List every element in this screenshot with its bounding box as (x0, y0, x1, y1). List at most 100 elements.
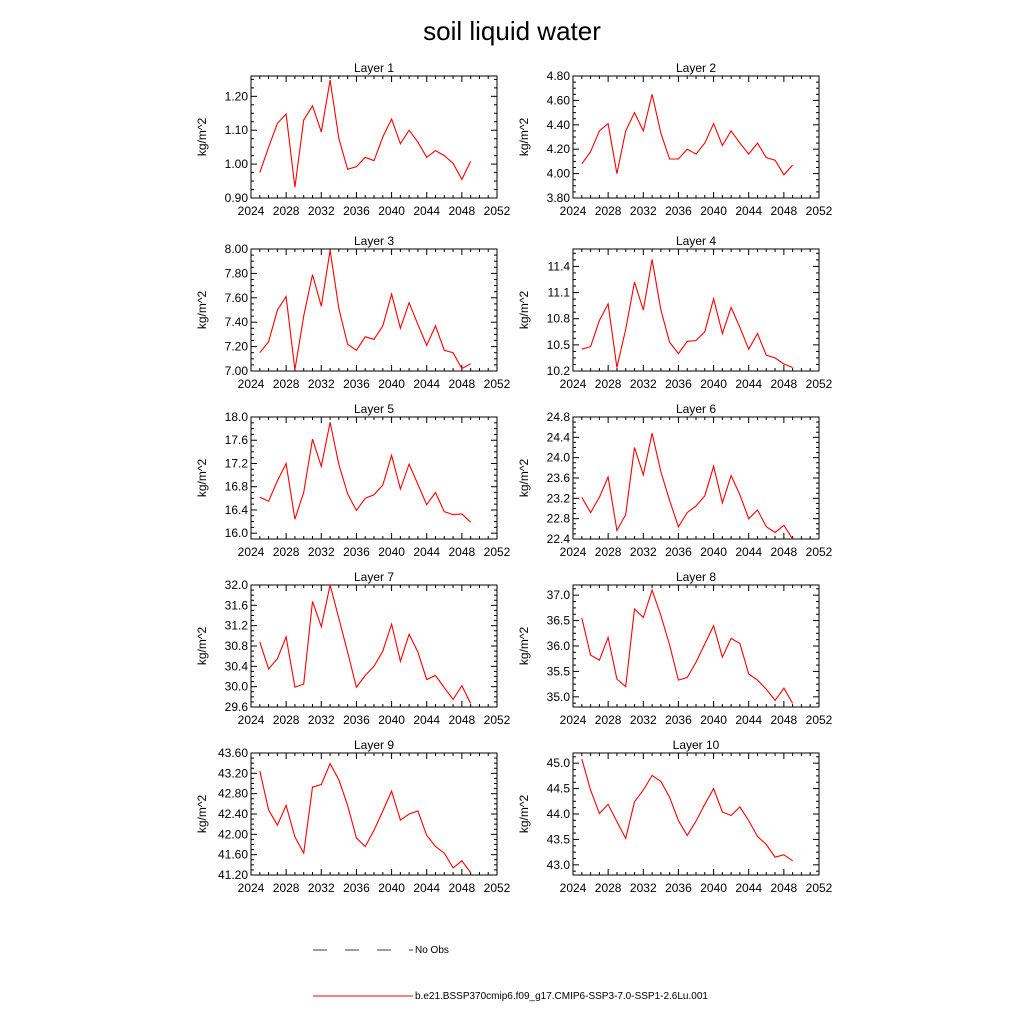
x-tick-label: 2052 (484, 713, 511, 727)
y-tick-label: 35.0 (547, 690, 571, 704)
y-tick-label: 1.20 (225, 89, 249, 103)
x-tick-label: 2052 (806, 881, 833, 895)
panel-9: Layer 9 2024 2028 2032 2036 2040 2044 2048 2052 4… (195, 738, 511, 895)
y-tick-label: 30.8 (225, 639, 249, 653)
x-tick-label: 2036 (665, 881, 692, 895)
x-tick-label: 2044 (413, 881, 440, 895)
series-line (581, 588, 794, 704)
series-line (259, 584, 472, 704)
y-tick-label: 44.5 (547, 782, 571, 796)
figure-title: soil liquid water (423, 16, 601, 46)
x-tick-label: 2044 (735, 377, 762, 391)
x-tick-label: 2032 (308, 713, 335, 727)
x-tick-label: 2052 (806, 713, 833, 727)
x-tick-label: 2048 (771, 377, 798, 391)
panel-title: Layer 10 (673, 738, 720, 752)
y-tick-label: 4.40 (547, 118, 571, 132)
panel-title: Layer 7 (354, 570, 394, 584)
y-axis-label: kg/m^2 (517, 627, 531, 666)
y-tick-label: 23.6 (547, 471, 571, 485)
x-tick-label: 2048 (449, 713, 476, 727)
y-tick-label: 4.20 (547, 142, 571, 156)
x-tick-label: 2024 (560, 377, 587, 391)
legend-obs-label: No Obs (415, 945, 449, 956)
x-tick-label: 2040 (700, 377, 727, 391)
x-tick-label: 2044 (735, 713, 762, 727)
y-tick-label: 11.1 (548, 286, 571, 300)
panel-7: Layer 7 2024 2028 2032 2036 2040 2044 2048 2052 2… (195, 570, 511, 727)
x-tick-label: 2024 (238, 713, 265, 727)
x-tick-label: 2052 (806, 377, 833, 391)
y-tick-label: 17.6 (225, 433, 249, 447)
y-tick-label: 36.5 (547, 614, 571, 628)
y-tick-label: 36.0 (547, 639, 571, 653)
y-axis-label: kg/m^2 (195, 459, 209, 498)
x-tick-label: 2040 (378, 204, 405, 218)
y-tick-label: 22.4 (547, 532, 571, 546)
y-tick-label: 4.60 (547, 93, 571, 107)
x-tick-label: 2032 (308, 881, 335, 895)
y-axis-label: kg/m^2 (517, 795, 531, 834)
x-tick-label: 2036 (665, 545, 692, 559)
x-tick-label: 2036 (343, 377, 370, 391)
x-tick-label: 2044 (735, 881, 762, 895)
panel-10: Layer 10 2024 2028 2032 2036 2040 2044 2048 2052… (517, 738, 833, 895)
x-tick-label: 2032 (308, 204, 335, 218)
x-tick-label: 2028 (273, 713, 300, 727)
x-tick-label: 2044 (413, 377, 440, 391)
y-axis-label: kg/m^2 (195, 627, 209, 666)
x-tick-label: 2048 (449, 204, 476, 218)
x-tick-label: 2044 (413, 713, 440, 727)
series-line (259, 422, 471, 523)
y-tick-label: 10.2 (547, 364, 571, 378)
y-tick-label: 4.80 (547, 69, 571, 83)
series-line (259, 80, 472, 188)
y-tick-label: 16.8 (225, 480, 249, 494)
y-tick-label: 22.8 (547, 512, 571, 526)
y-tick-label: 43.20 (218, 766, 248, 780)
y-tick-label: 7.40 (225, 315, 249, 329)
y-tick-label: 7.60 (225, 291, 249, 305)
panel-title: Layer 3 (354, 234, 394, 248)
x-tick-label: 2040 (700, 204, 727, 218)
panel-3: Layer 3 2024 2028 2032 2036 2040 2044 2048 2052 7… (195, 234, 511, 391)
y-tick-label: 17.2 (225, 456, 249, 470)
x-tick-label: 2040 (700, 881, 727, 895)
y-axis-label: kg/m^2 (195, 118, 209, 157)
legend-model-label: b.e21.BSSP370cmip6.f09_g17.CMIP6-SSP3-7.… (415, 991, 708, 1002)
x-tick-label: 2036 (665, 377, 692, 391)
y-tick-label: 37.0 (547, 588, 571, 602)
series-line (259, 250, 471, 370)
x-tick-label: 2032 (308, 545, 335, 559)
series-line (581, 433, 794, 540)
x-tick-label: 2028 (273, 377, 300, 391)
y-tick-label: 10.5 (547, 338, 571, 352)
y-tick-label: 1.00 (225, 157, 249, 171)
y-tick-label: 42.40 (218, 807, 248, 821)
panel-6: Layer 6 2024 2028 2032 2036 2040 2044 2048 2052 2… (517, 402, 833, 559)
x-tick-label: 2028 (273, 881, 300, 895)
x-tick-label: 2040 (378, 545, 405, 559)
y-axis-label: kg/m^2 (195, 291, 209, 330)
x-tick-label: 2048 (449, 881, 476, 895)
plot-frame (572, 248, 820, 372)
y-tick-label: 44.0 (547, 807, 571, 821)
panel-2: Layer 2 2024 2028 2032 2036 2040 2044 2048 2052 3… (517, 61, 833, 218)
panel-1: Layer 1 2024 2028 2032 2036 2040 2044 2048 2052 0… (195, 61, 511, 218)
y-tick-label: 24.0 (547, 451, 571, 465)
x-tick-label: 2028 (595, 713, 622, 727)
series-line (581, 94, 794, 176)
x-tick-label: 2024 (560, 881, 587, 895)
x-tick-label: 2052 (484, 204, 511, 218)
x-tick-label: 2052 (484, 377, 511, 391)
x-tick-label: 2048 (771, 881, 798, 895)
y-axis-label: kg/m^2 (517, 291, 531, 330)
plot-frame (250, 752, 498, 876)
x-tick-label: 2028 (273, 545, 300, 559)
legend: No Obs b.e21.BSSP370cmip6.f09_g17.CMIP6-… (313, 945, 708, 1002)
y-tick-label: 32.0 (225, 578, 249, 592)
x-tick-label: 2024 (238, 545, 265, 559)
y-axis-label: kg/m^2 (517, 118, 531, 157)
y-tick-label: 24.8 (547, 410, 571, 424)
x-tick-label: 2048 (771, 204, 798, 218)
